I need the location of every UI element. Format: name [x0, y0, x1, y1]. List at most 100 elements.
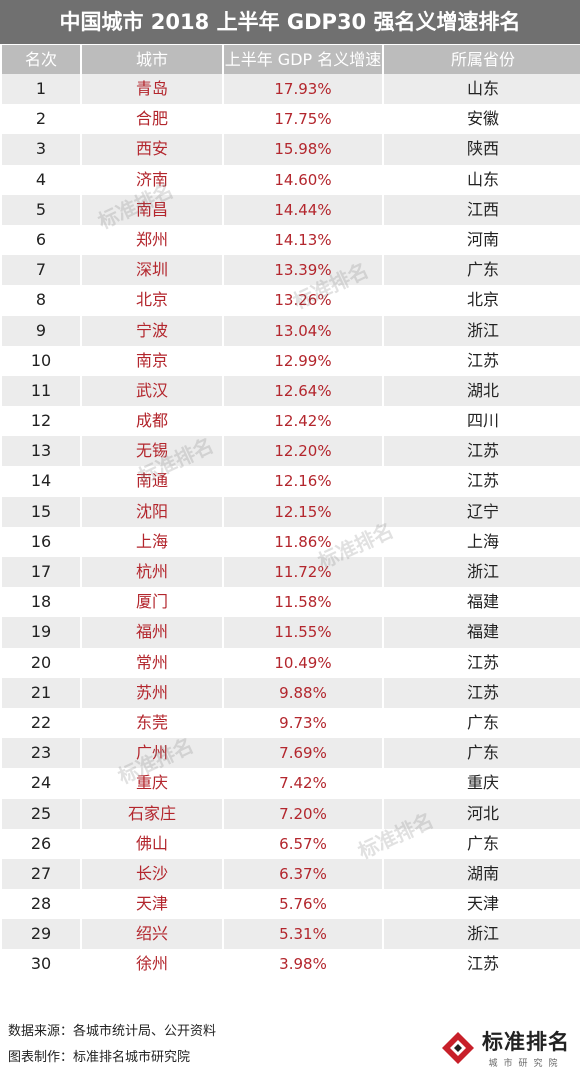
- rate-cell: 7.42%: [224, 768, 382, 799]
- province-cell: 陕西: [384, 134, 580, 165]
- province-cell: 湖北: [384, 375, 580, 407]
- table-row: 10 南京 12.99% 江苏: [0, 345, 580, 376]
- table-row: 12 成都 12.42% 四川: [0, 406, 580, 437]
- table-row: 5 南昌 14.44% 江西: [0, 194, 580, 225]
- province-cell: 广东: [384, 255, 580, 286]
- rate-cell: 13.39%: [224, 255, 382, 286]
- city-cell: 广州: [82, 738, 222, 769]
- data-source-note: 数据来源：各城市统计局、公开资料: [8, 1024, 217, 1039]
- province-cell: 福建: [384, 587, 580, 618]
- rank-cell: 24: [2, 768, 80, 799]
- rate-cell: 3.98%: [224, 949, 382, 980]
- rank-cell: 11: [2, 375, 80, 407]
- city-cell: 常州: [82, 647, 222, 678]
- rate-cell: 15.98%: [224, 134, 382, 165]
- city-cell: 南昌: [82, 194, 222, 225]
- table-row: 7 深圳 13.39% 广东: [0, 255, 580, 286]
- city-cell: 徐州: [82, 949, 222, 980]
- city-cell: 宁波: [82, 315, 222, 346]
- rank-cell: 14: [2, 466, 80, 497]
- rate-cell: 12.15%: [224, 496, 382, 527]
- rank-cell: 27: [2, 858, 80, 890]
- rank-cell: 19: [2, 617, 80, 648]
- rate-cell: 6.37%: [224, 858, 382, 890]
- city-cell: 深圳: [82, 255, 222, 286]
- city-cell: 沈阳: [82, 496, 222, 527]
- rate-cell: 12.64%: [224, 375, 382, 407]
- province-cell: 山东: [384, 74, 580, 105]
- table-row: 30 徐州 3.98% 江苏: [0, 949, 580, 980]
- rank-cell: 26: [2, 828, 80, 859]
- city-cell: 南京: [82, 345, 222, 376]
- city-cell: 郑州: [82, 224, 222, 256]
- rate-cell: 11.86%: [224, 526, 382, 558]
- province-cell: 江苏: [384, 677, 580, 708]
- province-cell: 江西: [384, 194, 580, 225]
- rate-cell: 10.49%: [224, 647, 382, 678]
- province-cell: 福建: [384, 617, 580, 648]
- rank-cell: 20: [2, 647, 80, 678]
- province-cell: 江苏: [384, 466, 580, 497]
- rate-cell: 17.75%: [224, 104, 382, 135]
- province-cell: 河北: [384, 798, 580, 829]
- rate-cell: 11.55%: [224, 617, 382, 648]
- rank-cell: 3: [2, 134, 80, 165]
- rank-cell: 9: [2, 315, 80, 346]
- rank-cell: 8: [2, 285, 80, 316]
- table-row: 29 绍兴 5.31% 浙江: [0, 919, 580, 950]
- rank-cell: 1: [2, 74, 80, 105]
- brand-logo: 标准排名 城市研究院: [440, 1026, 570, 1069]
- rate-cell: 5.76%: [224, 889, 382, 920]
- table-row: 14 南通 12.16% 江苏: [0, 466, 580, 497]
- rate-cell: 11.58%: [224, 587, 382, 618]
- rate-cell: 17.93%: [224, 74, 382, 105]
- city-cell: 青岛: [82, 74, 222, 105]
- table-row: 13 无锡 12.20% 江苏: [0, 436, 580, 467]
- table-row: 27 长沙 6.37% 湖南: [0, 858, 580, 890]
- rank-cell: 25: [2, 798, 80, 829]
- province-cell: 重庆: [384, 768, 580, 799]
- table-row: 15 沈阳 12.15% 辽宁: [0, 496, 580, 527]
- city-cell: 天津: [82, 889, 222, 920]
- province-cell: 安徽: [384, 104, 580, 135]
- city-cell: 合肥: [82, 104, 222, 135]
- page-title: 中国城市 2018 上半年 GDP30 强名义增速排名: [0, 0, 580, 44]
- chart-maker-note: 图表制作：标准排名城市研究院: [8, 1050, 191, 1065]
- city-cell: 佛山: [82, 828, 222, 859]
- province-cell: 江苏: [384, 949, 580, 980]
- logo-mark-icon: [440, 1030, 476, 1066]
- province-cell: 浙江: [384, 919, 580, 950]
- table-row: 28 天津 5.76% 天津: [0, 889, 580, 920]
- rate-cell: 9.88%: [224, 677, 382, 708]
- header-city: 城市: [82, 45, 222, 74]
- header-rank: 名次: [2, 45, 80, 74]
- city-cell: 无锡: [82, 436, 222, 467]
- table-row: 2 合肥 17.75% 安徽: [0, 104, 580, 135]
- logo-subtitle: 城市研究院: [488, 1059, 564, 1069]
- table-row: 26 佛山 6.57% 广东: [0, 828, 580, 859]
- table-row: 18 厦门 11.58% 福建: [0, 587, 580, 618]
- province-cell: 江苏: [384, 345, 580, 376]
- province-cell: 浙江: [384, 315, 580, 346]
- province-cell: 广东: [384, 707, 580, 739]
- city-cell: 西安: [82, 134, 222, 165]
- city-cell: 杭州: [82, 557, 222, 588]
- city-cell: 济南: [82, 164, 222, 195]
- rate-cell: 6.57%: [224, 828, 382, 859]
- table-row: 20 常州 10.49% 江苏: [0, 647, 580, 678]
- city-cell: 厦门: [82, 587, 222, 618]
- table-row: 22 东莞 9.73% 广东: [0, 707, 580, 739]
- rank-cell: 16: [2, 526, 80, 558]
- city-cell: 南通: [82, 466, 222, 497]
- table-row: 1 青岛 17.93% 山东: [0, 74, 580, 105]
- table-header: 名次 城市 上半年 GDP 名义增速 所属省份: [0, 45, 580, 74]
- city-cell: 武汉: [82, 375, 222, 407]
- table-row: 24 重庆 7.42% 重庆: [0, 768, 580, 799]
- city-cell: 福州: [82, 617, 222, 648]
- city-cell: 石家庄: [82, 798, 222, 829]
- rate-cell: 5.31%: [224, 919, 382, 950]
- table-row: 11 武汉 12.64% 湖北: [0, 375, 580, 407]
- city-cell: 成都: [82, 406, 222, 437]
- province-cell: 广东: [384, 738, 580, 769]
- province-cell: 湖南: [384, 858, 580, 890]
